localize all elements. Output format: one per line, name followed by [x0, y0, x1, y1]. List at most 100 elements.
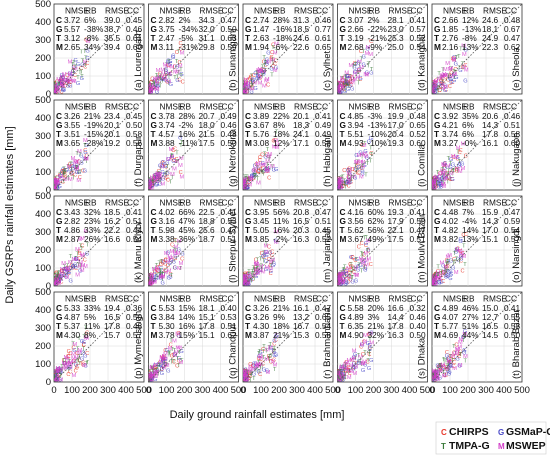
data-point: T — [337, 371, 341, 377]
data-point: G — [52, 90, 56, 96]
data-point: T — [147, 90, 151, 96]
data-point: C — [448, 354, 452, 360]
data-point: T — [256, 258, 260, 264]
data-point: G — [362, 259, 366, 265]
stat-value: 0.56 — [126, 138, 143, 148]
data-point: M — [154, 86, 159, 92]
data-point: M — [349, 74, 354, 80]
data-point: C — [242, 279, 246, 285]
stat-value: 25.0 — [388, 42, 405, 52]
data-point: T — [148, 186, 152, 192]
data-point: M — [261, 270, 266, 276]
data-point: C — [436, 269, 440, 275]
product-code: G — [56, 312, 62, 322]
stat-value: 3.27 — [442, 138, 459, 148]
data-point: C — [246, 274, 250, 280]
stat-value: 22% — [273, 111, 290, 121]
data-point: G — [59, 80, 63, 86]
data-point: T — [58, 369, 62, 375]
stat-value: 3.26 — [64, 111, 81, 121]
data-point: C — [337, 181, 341, 187]
data-point: M — [164, 270, 169, 276]
data-point: T — [336, 82, 340, 88]
data-point: C — [254, 162, 258, 168]
identity-line — [337, 3, 428, 95]
data-point: T — [337, 180, 341, 186]
stat-header: NMSE — [349, 102, 373, 112]
data-point: M — [178, 64, 183, 70]
data-point: M — [447, 359, 452, 365]
data-point: T — [155, 274, 159, 280]
stat-header: RB — [369, 102, 381, 112]
data-point: C — [340, 377, 344, 383]
data-point: T — [72, 60, 76, 66]
data-point: M — [335, 83, 340, 89]
data-point: M — [430, 186, 435, 192]
data-point: T — [53, 181, 57, 187]
data-point: M — [265, 348, 270, 354]
data-point: M — [243, 374, 248, 380]
stat-header: NMSE — [349, 198, 373, 208]
data-point: G — [241, 282, 245, 288]
data-point: M — [344, 367, 349, 373]
data-point: C — [431, 88, 435, 94]
stat-value: 0.49 — [315, 129, 332, 139]
data-point: G — [335, 280, 339, 286]
data-point: M — [65, 80, 70, 86]
data-point: C — [54, 271, 58, 277]
identity-line — [431, 195, 523, 287]
stat-value: 16% — [273, 225, 290, 235]
data-point: C — [59, 78, 63, 84]
data-point: M — [52, 87, 57, 93]
data-point: M — [59, 75, 64, 81]
stat-value: 16.1 — [293, 303, 310, 313]
data-point: M — [435, 370, 440, 376]
data-point: T — [175, 150, 179, 156]
data-point: G — [432, 86, 436, 92]
data-point: G — [80, 357, 84, 363]
stat-value: -28% — [84, 138, 104, 148]
stat-value: 45% — [179, 225, 196, 235]
data-point: T — [254, 368, 258, 374]
data-point: M — [356, 153, 361, 159]
data-point: G — [432, 186, 436, 192]
data-point: T — [77, 262, 81, 268]
data-point: M — [147, 371, 152, 377]
data-point: T — [72, 69, 76, 75]
data-point: C — [455, 157, 459, 163]
data-point: M — [349, 369, 354, 375]
data-point: C — [55, 275, 59, 281]
data-point: T — [260, 365, 264, 371]
data-point: M — [63, 362, 68, 368]
data-point: G — [432, 82, 436, 88]
data-point: C — [146, 185, 150, 191]
data-point: G — [369, 71, 373, 77]
data-point: G — [55, 182, 59, 188]
data-point: T — [265, 349, 269, 355]
data-point: M — [80, 268, 85, 274]
data-point: T — [336, 83, 340, 89]
data-point: T — [432, 85, 436, 91]
data-point: M — [148, 374, 153, 380]
data-point: M — [430, 278, 435, 284]
data-point: G — [369, 331, 373, 337]
data-point: C — [271, 139, 275, 145]
data-point: C — [341, 270, 345, 276]
data-point: C — [264, 153, 268, 159]
data-point: T — [363, 350, 367, 356]
data-point: C — [432, 275, 436, 281]
data-point: M — [432, 274, 437, 280]
data-point: M — [68, 361, 73, 367]
data-point: M — [432, 181, 437, 187]
data-point: M — [58, 175, 63, 181]
data-point: T — [170, 153, 174, 159]
data-point: C — [430, 276, 434, 282]
data-point: M — [52, 186, 57, 192]
data-point: C — [363, 265, 367, 271]
data-point: C — [439, 78, 443, 84]
data-point: T — [360, 269, 364, 275]
data-point: G — [57, 82, 61, 88]
data-point: T — [77, 336, 81, 342]
data-point: C — [67, 349, 71, 355]
data-point: C — [241, 183, 245, 189]
